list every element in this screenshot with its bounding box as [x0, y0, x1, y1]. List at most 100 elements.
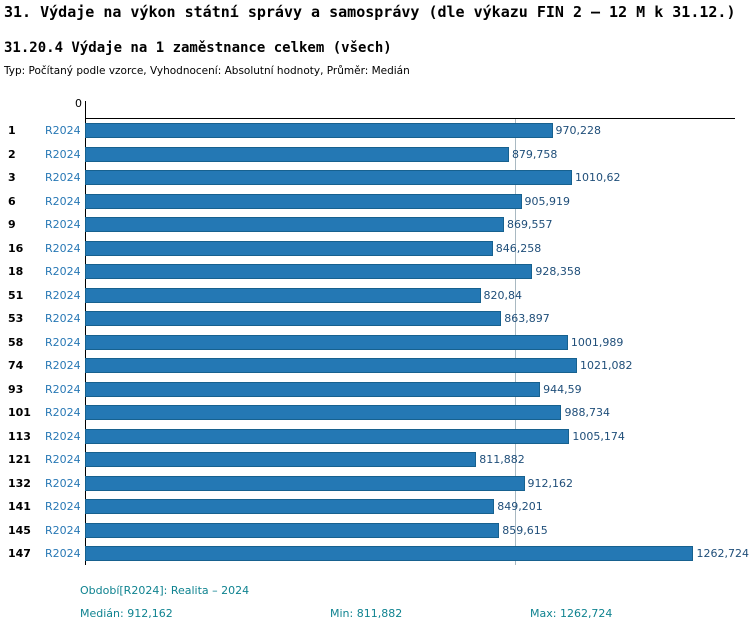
row-series-label: R2024 — [45, 476, 81, 490]
row-category-label: 3 — [8, 171, 16, 185]
bar-area: 912,162 — [85, 472, 750, 496]
value-bar — [85, 499, 495, 515]
bar-row: 58 R2024 1001,989 — [0, 331, 750, 355]
bar-area: 1005,174 — [85, 425, 750, 449]
row-series-label: R2024 — [45, 241, 81, 255]
value-label: 905,919 — [524, 194, 571, 208]
chart-subtitle: 31.20.4 Výdaje na 1 zaměstnance celkem (… — [4, 40, 392, 56]
value-label: 859,615 — [502, 523, 548, 537]
row-series-label: R2024 — [45, 406, 81, 420]
bar-area: 928,358 — [85, 260, 750, 284]
value-bar — [85, 546, 694, 562]
value-label: 820,84 — [483, 288, 523, 302]
chart-meta-info: Typ: Počítaný podle vzorce, Vyhodnocení:… — [4, 65, 410, 77]
value-label: 988,734 — [564, 406, 610, 420]
bar-row: 113 R2024 1005,174 — [0, 425, 750, 449]
bar-row: 141 R2024 849,201 — [0, 495, 750, 519]
value-label: 869,557 — [507, 218, 553, 232]
row-series-label: R2024 — [45, 335, 81, 349]
value-label: 970,228 — [555, 124, 602, 138]
bar-row: 93 R2024 944,59 — [0, 378, 750, 402]
row-series-label: R2024 — [45, 218, 81, 232]
row-series-label: R2024 — [45, 500, 81, 514]
row-series-label: R2024 — [45, 147, 81, 161]
value-bar — [85, 405, 562, 421]
value-bar — [85, 240, 493, 256]
y-axis-line — [85, 101, 86, 565]
row-category-label: 53 — [8, 312, 24, 326]
value-label: 1005,174 — [572, 429, 625, 443]
bar-row: 145 R2024 859,615 — [0, 519, 750, 543]
bar-area: 1262,724 — [85, 542, 750, 566]
row-series-label: R2024 — [45, 382, 81, 396]
value-label: 849,201 — [497, 500, 543, 514]
value-bar — [85, 123, 553, 139]
bar-row: 121 R2024 811,882 — [0, 448, 750, 472]
row-series-label: R2024 — [45, 124, 81, 138]
row-category-label: 18 — [8, 265, 24, 279]
row-category-label: 113 — [8, 429, 31, 443]
bar-area: 970,228 — [85, 119, 750, 143]
bar-chart: 0 1 R2024 970,228 2 R2024 879,758 3 R2024 1010,6… — [0, 97, 750, 566]
page-title: 31. Výdaje na výkon státní správy a samo… — [4, 3, 736, 21]
row-series-label: R2024 — [45, 171, 81, 185]
row-category-label: 9 — [8, 218, 16, 232]
bar-row: 53 R2024 863,897 — [0, 307, 750, 331]
legend-period: Období[R2024]: Realita – 2024 — [80, 584, 250, 597]
bar-row: 2 R2024 879,758 — [0, 143, 750, 167]
value-bar — [85, 146, 509, 162]
legend-min: Min: 811,882 — [330, 607, 403, 620]
bar-row: 147 R2024 1262,724 — [0, 542, 750, 566]
bar-row: 3 R2024 1010,62 — [0, 166, 750, 190]
bar-area: 859,615 — [85, 519, 750, 543]
bar-area: 944,59 — [85, 378, 750, 402]
bar-area: 879,758 — [85, 143, 750, 167]
value-label: 1001,989 — [570, 335, 624, 349]
row-series-label: R2024 — [45, 312, 81, 326]
value-bar — [85, 311, 502, 327]
row-category-label: 145 — [8, 523, 31, 537]
value-bar — [85, 475, 525, 491]
value-bar — [85, 287, 481, 303]
value-label: 1262,724 — [696, 547, 749, 561]
row-category-label: 132 — [8, 476, 31, 490]
value-label: 1010,62 — [575, 171, 621, 185]
value-bar — [85, 381, 541, 397]
row-category-label: 141 — [8, 500, 31, 514]
value-label: 863,897 — [504, 312, 550, 326]
bar-area: 849,201 — [85, 495, 750, 519]
bar-area: 905,919 — [85, 190, 750, 214]
legend-median: Medián: 912,162 — [80, 607, 173, 620]
bar-row: 16 R2024 846,258 — [0, 237, 750, 261]
value-bar — [85, 217, 505, 233]
x-axis-line — [85, 118, 735, 119]
value-bar — [85, 170, 572, 186]
row-category-label: 16 — [8, 241, 24, 255]
row-series-label: R2024 — [45, 523, 81, 537]
bar-row: 18 R2024 928,358 — [0, 260, 750, 284]
row-category-label: 58 — [8, 335, 24, 349]
value-bar — [85, 522, 500, 538]
bar-row: 51 R2024 820,84 — [0, 284, 750, 308]
row-category-label: 101 — [8, 406, 31, 420]
value-label: 846,258 — [495, 241, 542, 255]
value-label: 928,358 — [535, 265, 581, 279]
row-series-label: R2024 — [45, 429, 81, 443]
row-category-label: 2 — [8, 147, 16, 161]
row-series-label: R2024 — [45, 265, 81, 279]
bar-area: 846,258 — [85, 237, 750, 261]
row-series-label: R2024 — [45, 359, 81, 373]
bar-area: 811,882 — [85, 448, 750, 472]
value-bar — [85, 428, 570, 444]
bar-area: 1021,082 — [85, 354, 750, 378]
value-bar — [85, 452, 477, 468]
axis-zero-label: 0 — [75, 97, 82, 110]
legend-max: Max: 1262,724 — [530, 607, 613, 620]
bar-row: 132 R2024 912,162 — [0, 472, 750, 496]
bar-row: 9 R2024 869,557 — [0, 213, 750, 237]
value-label: 811,882 — [479, 453, 525, 467]
row-category-label: 147 — [8, 547, 31, 561]
bar-row: 74 R2024 1021,082 — [0, 354, 750, 378]
row-category-label: 121 — [8, 453, 31, 467]
row-category-label: 74 — [8, 359, 24, 373]
